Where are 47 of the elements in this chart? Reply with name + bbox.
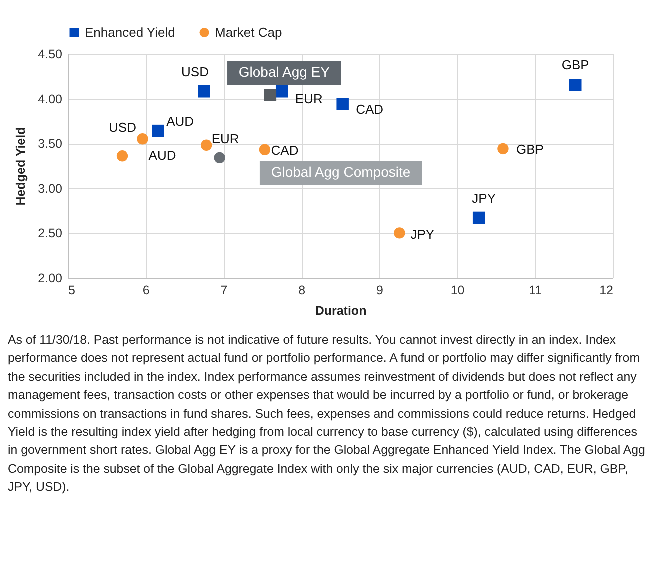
- y-tick-label: 4.50: [38, 48, 63, 62]
- point: [214, 152, 226, 164]
- annotation: GBP: [516, 142, 544, 157]
- point: [498, 143, 509, 155]
- point: [200, 140, 212, 151]
- y-tick-label: 4.00: [38, 92, 63, 106]
- x-tick-label: 12: [600, 284, 614, 298]
- annotation: GBP: [562, 57, 590, 72]
- x-tick-label: 10: [450, 284, 465, 298]
- x-tick-label: 7: [220, 284, 228, 298]
- annotation: JPY: [472, 190, 496, 206]
- y-tick-label: 2.00: [38, 272, 63, 286]
- x-tick-label: 8: [298, 284, 306, 298]
- text: As of 11/30/18. Past performance is not indicative of future results. You cannot invest directly in an index. Index performance does not represent actual fund or portfolio performance. A fund or portfolio may differ significantly from the securities included in the index. Index performance assumes reinvestment of dividends but does not reflect any management fees, transaction costs or other expenses that would be incurred by a portfolio or fund, or brokerage commissions on transactions in fund shares. Such fees, expenses and commissions could reduce returns. Hedged Yield is the resulting index yield after hedging from local currency to base currency ($), calculated using differences in government short rates. Global Agg EY is a proxy for the Global Aggregate Enhanced Yield Index. The Global Agg Composite is the subset of the Global Aggregate Index with only the six major currencies (AUD, CAD, EUR, GBP, JPY, USD).: [8, 333, 646, 494]
- legend-label: Market Cap: [215, 24, 282, 40]
- legend-label: Enhanced Yield: [85, 24, 176, 40]
- annotation: AUD: [166, 114, 194, 130]
- annotation: EUR: [295, 92, 323, 107]
- annotation: CAD: [356, 102, 384, 118]
- y-axis-title: Hedged Yield: [14, 127, 28, 206]
- x-tick-label: 6: [142, 284, 150, 298]
- point: [276, 86, 288, 98]
- annotation: EUR: [212, 131, 240, 146]
- y-tick-label: 3.00: [38, 182, 63, 196]
- point: [116, 150, 128, 162]
- point: [472, 212, 486, 224]
- point: [570, 79, 582, 92]
- point: [198, 86, 210, 98]
- x-tick-label: 9: [376, 284, 384, 298]
- x-tick-label: 5: [68, 284, 76, 298]
- point: [259, 144, 271, 156]
- x-tick-label: 11: [529, 284, 542, 298]
- x-axis-title: Duration: [315, 304, 367, 318]
- point: [137, 134, 148, 145]
- y-tick-label: 2.50: [38, 226, 63, 241]
- annotation: USD: [182, 64, 209, 80]
- y-tick-label: 3.50: [38, 137, 63, 152]
- point: [336, 98, 349, 110]
- point: [264, 89, 277, 102]
- annotation: AUD: [148, 148, 176, 164]
- annotation: USD: [109, 120, 136, 136]
- annotation: Global Agg EY: [238, 64, 331, 80]
- annotation: Global Agg Composite: [271, 164, 411, 180]
- point: [394, 228, 406, 239]
- annotation: CAD: [271, 142, 299, 158]
- annotation: JPY: [410, 227, 435, 242]
- point: [152, 124, 164, 138]
